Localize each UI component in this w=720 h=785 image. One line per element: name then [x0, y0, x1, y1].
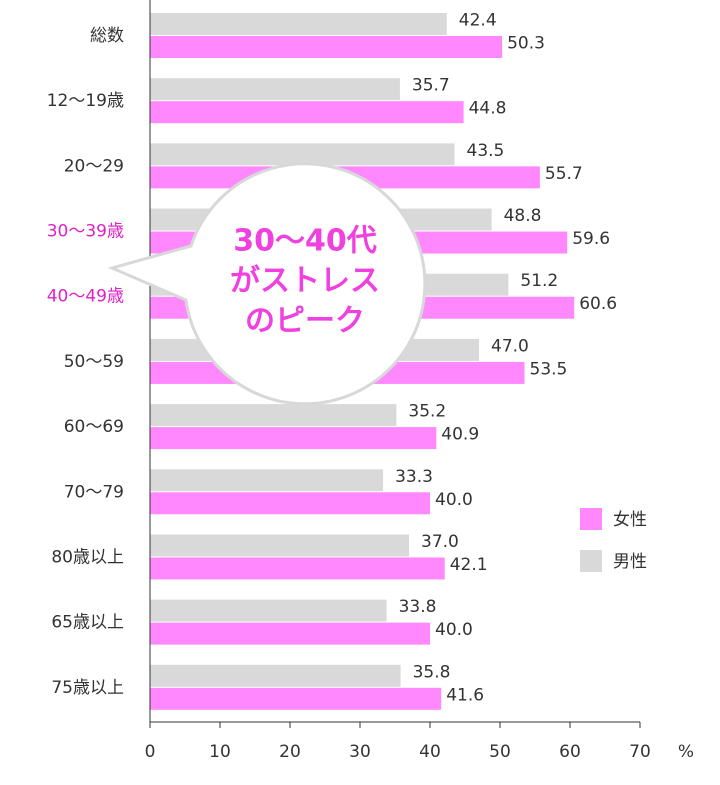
x-tick-label: 30: [349, 742, 371, 762]
value-label: 47.0: [491, 336, 529, 356]
bar: [150, 664, 401, 687]
bar: [150, 492, 430, 515]
annotation: のピーク: [245, 304, 365, 339]
bar: [150, 101, 464, 124]
value-label: 44.8: [469, 99, 507, 119]
bar: [150, 622, 430, 645]
value-label: 59.6: [572, 229, 610, 249]
value-label: 42.4: [459, 11, 497, 31]
value-label: 48.8: [504, 206, 542, 226]
value-label: 33.3: [395, 467, 433, 487]
y-tick-label: 40〜49歳: [47, 287, 124, 307]
y-tick-label: 60〜69: [64, 417, 124, 437]
y-tick-label: 30〜39歳: [47, 222, 124, 242]
value-label: 40.0: [435, 490, 473, 510]
bar: [150, 687, 442, 710]
value-label: 35.2: [408, 402, 446, 422]
callout-bubble: [107, 162, 427, 406]
value-label: 60.6: [579, 294, 617, 314]
bar: [150, 469, 384, 492]
y-tick-label: 50〜59: [64, 352, 124, 372]
y-tick-label: 70〜79: [64, 482, 124, 502]
value-label: 50.3: [507, 34, 545, 54]
y-tick-label: 65歳以上: [51, 613, 124, 633]
value-label: 43.5: [467, 141, 505, 161]
y-tick-label: 80歳以上: [51, 547, 124, 567]
value-label: 55.7: [545, 164, 583, 184]
value-label: 42.1: [450, 555, 488, 575]
x-tick-label: 60: [559, 742, 581, 762]
x-tick-label: 10: [209, 742, 231, 762]
value-label: 35.7: [412, 76, 450, 96]
legend-swatch: [580, 550, 602, 572]
y-tick-label: 総数: [90, 26, 124, 46]
legend-swatch: [580, 508, 602, 530]
value-label: 33.8: [399, 597, 437, 617]
legend-label: 女性: [613, 510, 647, 530]
value-label: 51.2: [520, 271, 558, 291]
bar: [150, 36, 503, 58]
bar: [150, 13, 447, 35]
y-tick-label: 75歳以上: [51, 678, 124, 698]
value-label: 41.6: [446, 685, 484, 705]
bar: [150, 557, 445, 580]
annotation: 30〜40代: [233, 224, 377, 259]
bar: [150, 427, 437, 450]
x-tick-label: 70: [629, 742, 651, 762]
x-tick-label: 20: [279, 742, 301, 762]
annotation: がストレス: [230, 264, 380, 299]
bar: [150, 78, 400, 101]
x-tick-label: 40: [419, 742, 441, 762]
bar: [150, 534, 409, 557]
value-label: 40.9: [441, 425, 479, 445]
value-label: 37.0: [421, 532, 459, 552]
value-label: 53.5: [530, 359, 568, 379]
y-tick-label: 12〜19歳: [47, 91, 124, 111]
x-axis-label: %: [678, 742, 694, 762]
x-tick-label: 0: [145, 742, 156, 762]
bar: [150, 599, 387, 622]
x-tick-label: 50: [489, 742, 511, 762]
y-tick-label: 20〜29: [64, 156, 124, 176]
value-label: 40.0: [435, 620, 473, 640]
value-label: 35.8: [413, 662, 451, 682]
bar: [150, 404, 397, 427]
bar: [150, 143, 455, 166]
legend-label: 男性: [613, 552, 647, 572]
